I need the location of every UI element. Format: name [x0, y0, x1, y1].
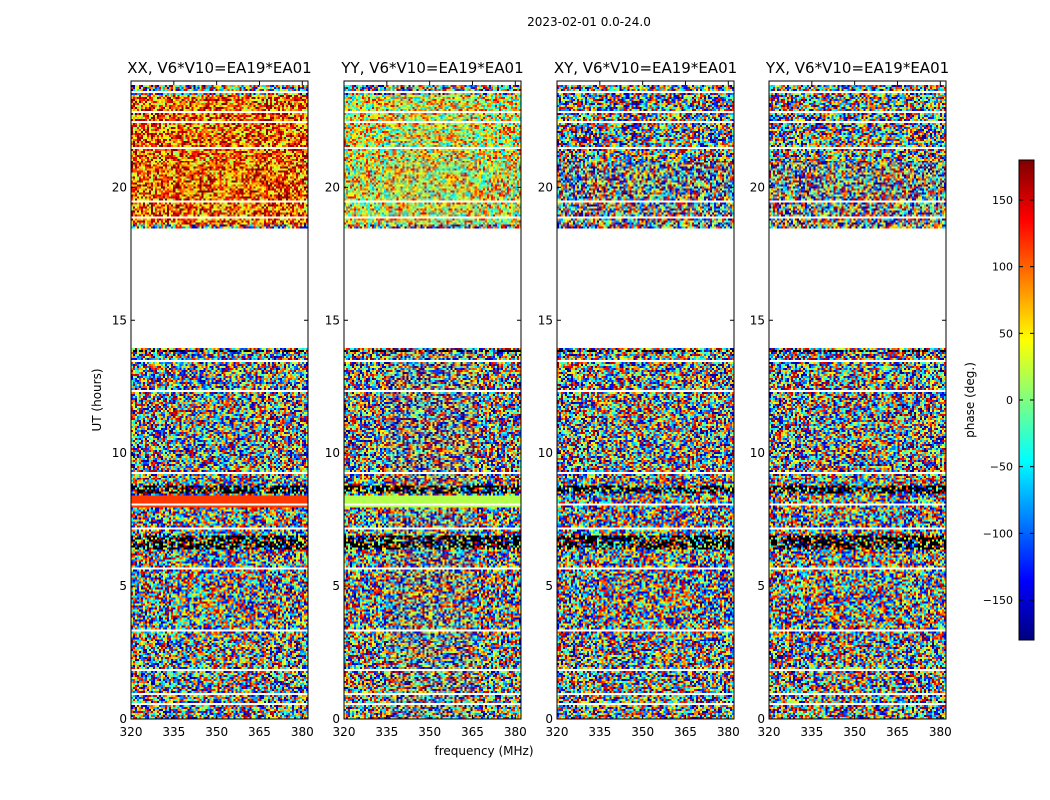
colorbar-tick-label: −100: [983, 527, 1013, 540]
y-tick-label: 0: [332, 712, 340, 726]
x-tick-label: 380: [929, 725, 952, 739]
y-axis-label: UT (hours): [90, 368, 104, 431]
colorbar-tick-label: 150: [992, 194, 1013, 207]
x-tick-label: 320: [758, 725, 781, 739]
x-tick-label: 365: [248, 725, 271, 739]
heatmap-image: [557, 81, 734, 719]
panel-xx: XX, V6*V10=EA19*EA01 320 335 350 365 380 0 5 10 1…: [112, 59, 314, 739]
x-tick-label: 320: [546, 725, 569, 739]
y-tick-label: 20: [538, 180, 553, 194]
x-tick-label: 380: [504, 725, 527, 739]
x-tick-label: 350: [418, 725, 441, 739]
heatmap-image: [769, 81, 946, 719]
x-tick-label: 335: [162, 725, 185, 739]
y-tick-label: 15: [538, 313, 553, 327]
x-tick-label: 335: [588, 725, 611, 739]
heatmap-image: [344, 81, 521, 719]
y-tick-label: 5: [332, 579, 340, 593]
y-tick-label: 0: [119, 712, 127, 726]
x-tick-label: 350: [631, 725, 654, 739]
x-tick-label: 350: [205, 725, 228, 739]
y-tick-label: 5: [119, 579, 127, 593]
y-tick-label: 15: [750, 313, 765, 327]
panel-title: XY, V6*V10=EA19*EA01: [554, 59, 737, 77]
colorbar-tick-label: 50: [999, 327, 1013, 340]
x-tick-label: 350: [843, 725, 866, 739]
y-tick-label: 0: [757, 712, 765, 726]
y-tick-label: 20: [112, 180, 127, 194]
panel-frame: [130, 80, 309, 720]
colorbar-tick-label: 0: [1006, 394, 1013, 407]
panel-frame: [343, 80, 522, 720]
panels-group: XX, V6*V10=EA19*EA01 320 335 350 365 380 0 5 10 1…: [112, 59, 952, 739]
y-tick-label: 10: [325, 446, 340, 460]
x-tick-label: 380: [717, 725, 740, 739]
x-tick-label: 365: [461, 725, 484, 739]
x-tick-label: 365: [674, 725, 697, 739]
x-tick-label: 380: [291, 725, 314, 739]
y-tick-label: 5: [545, 579, 553, 593]
y-tick-label: 10: [750, 446, 765, 460]
colorbar-tick-label: −150: [983, 594, 1013, 607]
heatmap-image: [131, 81, 308, 719]
panel-yx: YX, V6*V10=EA19*EA01 320 335 350 365 380 0 5 10 1…: [750, 59, 952, 739]
y-tick-label: 5: [757, 579, 765, 593]
colorbar: phase (deg.) −150 −100 −50 0 50 100 150: [963, 159, 1035, 641]
panel-yy: YY, V6*V10=EA19*EA01 320 335 350 365 380 0 5 10 1…: [325, 59, 527, 739]
y-tick-label: 15: [112, 313, 127, 327]
colorbar-tick-label: −50: [990, 461, 1013, 474]
y-tick-label: 20: [325, 180, 340, 194]
x-tick-label: 335: [375, 725, 398, 739]
y-tick-label: 15: [325, 313, 340, 327]
x-tick-label: 335: [800, 725, 823, 739]
colorbar-tick-label: 100: [992, 261, 1013, 274]
x-tick-label: 365: [886, 725, 909, 739]
panel-title: YY, V6*V10=EA19*EA01: [340, 59, 523, 77]
y-tick-label: 10: [112, 446, 127, 460]
y-tick-label: 20: [750, 180, 765, 194]
panel-xy: XY, V6*V10=EA19*EA01 320 335 350 365 380 0 5 10 1…: [538, 59, 740, 739]
figure-suptitle: 2023-02-01 0.0-24.0: [527, 15, 651, 29]
y-tick-label: 0: [545, 712, 553, 726]
panel-title: XX, V6*V10=EA19*EA01: [127, 59, 311, 77]
panel-frame: [768, 80, 947, 720]
panel-frame: [556, 80, 735, 720]
y-tick-label: 10: [538, 446, 553, 460]
panel-title: YX, V6*V10=EA19*EA01: [765, 59, 949, 77]
x-tick-label: 320: [120, 725, 143, 739]
x-axis-label: frequency (MHz): [434, 744, 533, 758]
x-tick-label: 320: [333, 725, 356, 739]
colorbar-label: phase (deg.): [963, 362, 977, 438]
